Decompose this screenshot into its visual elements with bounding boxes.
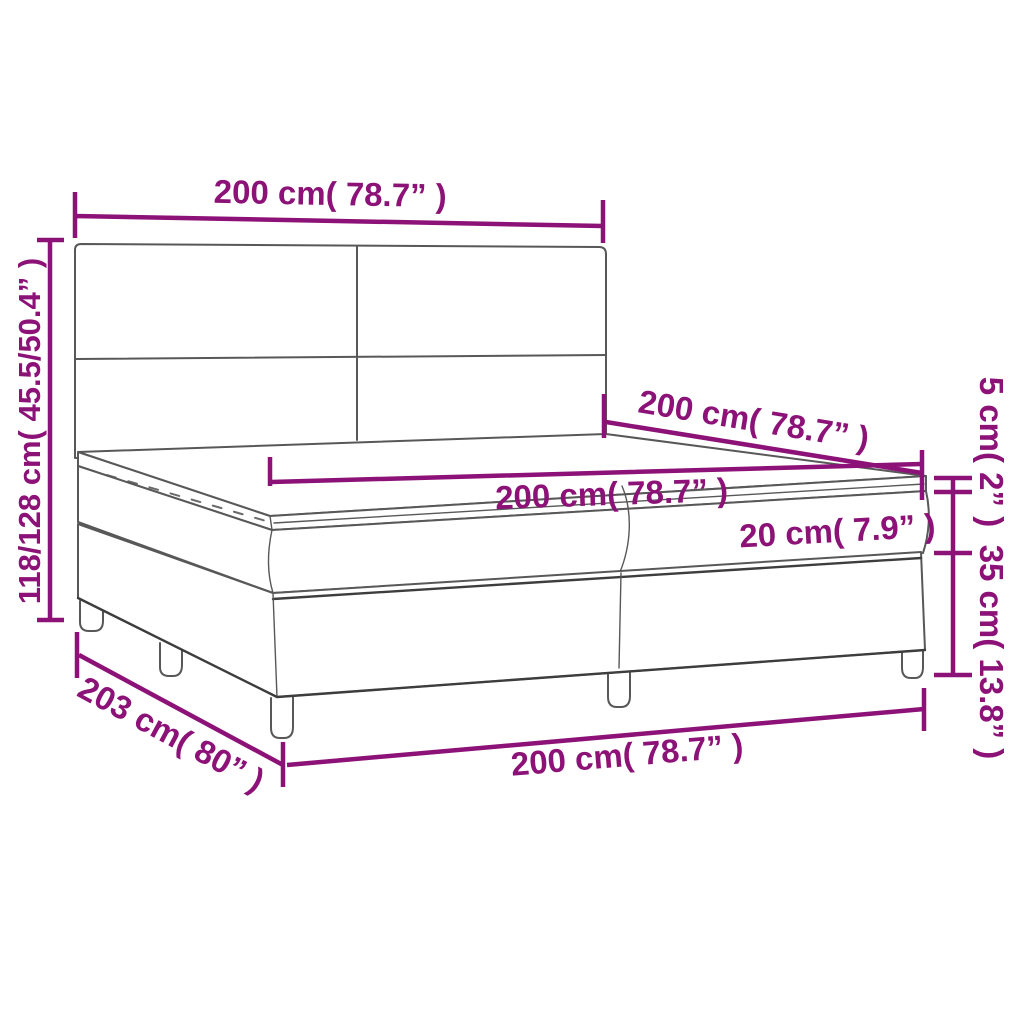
box-spring-base — [76, 523, 927, 699]
dim-mattress-width-lines — [267, 457, 923, 486]
bed-line-art — [74, 243, 930, 739]
dim-right-heights-lines — [934, 475, 972, 678]
base-top-edge-emphasis — [271, 556, 923, 601]
dim-mattress-width: 200 cm( 78.7” ) — [267, 457, 923, 516]
dim-floor-length-lines — [74, 632, 286, 787]
dim-headboard-width-lines — [72, 192, 606, 243]
dim-label-base-height: 35 cm( 13.8” ) — [973, 545, 1010, 760]
dim-label-overall-height: 118/128 cm( 45.5/50.4” ) — [12, 258, 47, 604]
dim-right-heights: 5 cm( 2” ) 35 cm( 13.8” ) — [934, 377, 1010, 760]
bed-leg — [901, 643, 924, 679]
bed-leg — [607, 666, 631, 708]
topper-piping-seam — [273, 483, 925, 524]
base-bottom-edge-emphasis — [76, 596, 927, 699]
topper-corner-edge — [269, 515, 273, 531]
mattress-split-seam — [619, 485, 630, 573]
headboard — [74, 243, 607, 459]
dim-overall-height: 118/128 cm( 45.5/50.4” ) — [12, 237, 64, 623]
dim-label-headboard-width: 200 cm( 78.7” ) — [213, 173, 447, 214]
dim-floor-width-lines — [286, 688, 927, 768]
bed-leg — [270, 695, 294, 739]
dim-headboard-width: 200 cm( 78.7” ) — [72, 173, 606, 243]
mattress-corner-curve — [267, 529, 274, 594]
bed-leg — [159, 640, 183, 677]
dim-label-mattress-width: 200 cm( 78.7” ) — [495, 471, 729, 516]
base-corner-edge — [272, 592, 278, 698]
headboard-outline — [74, 243, 607, 459]
dim-label-topper-height: 5 cm( 2” ) — [973, 377, 1010, 527]
dim-floor-width: 200 cm( 78.7” ) — [286, 688, 927, 783]
headboard-horizontal-seam — [74, 354, 607, 360]
base-split-seam — [618, 572, 622, 669]
dim-label-floor-length: 203 cm( 80” ) — [72, 669, 270, 799]
dim-overall-height-lines — [37, 237, 64, 623]
